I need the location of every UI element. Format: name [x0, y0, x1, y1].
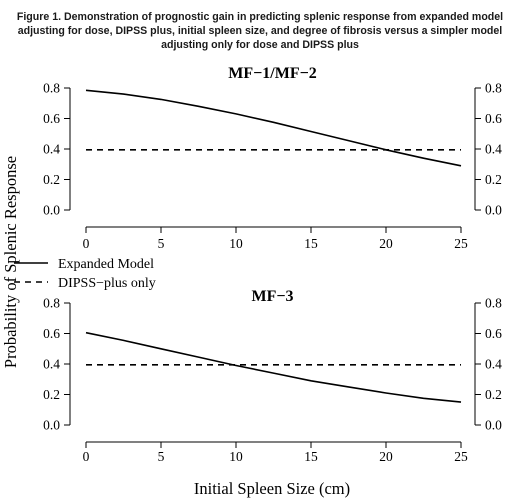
panel-mf1-mf2: MF−1/MF−2 0.0 0.0 0.2 0.2 0.4 0.4 0.6 0.6 0.8 0.8 0…	[43, 65, 502, 251]
right-y-tick-label-mf3: 0.8	[485, 296, 502, 311]
left-y-tick-label-mf3: 0.0	[43, 418, 60, 433]
x-tick-label-mf3: 15	[304, 449, 318, 464]
left-y-tick-label-mf1-mf2: 0.0	[43, 203, 60, 218]
x-tick-label-mf1-mf2: 10	[229, 236, 243, 251]
right-y-tick-label-mf3: 0.6	[485, 326, 502, 341]
left-y-tick-label-mf3: 0.6	[43, 326, 60, 341]
left-y-tick-label-mf3: 0.8	[43, 296, 60, 311]
x-tick-label-mf3: 10	[229, 449, 243, 464]
left-y-tick-label-mf1-mf2: 0.2	[43, 172, 60, 187]
left-y-tick-label-mf1-mf2: 0.8	[43, 81, 60, 96]
expanded-model-line-mf3	[85, 331, 462, 403]
left-y-tick-label-mf3: 0.4	[43, 357, 60, 372]
right-y-tick-label-mf3: 0.4	[485, 357, 502, 372]
x-tick-label-mf1-mf2: 20	[379, 236, 393, 251]
x-tick-label-mf3: 0	[83, 449, 90, 464]
right-y-tick-label-mf1-mf2: 0.6	[485, 111, 502, 126]
legend-label-solid: Expanded Model	[58, 257, 154, 272]
panel-title-mf1-mf2: MF−1/MF−2	[228, 65, 316, 82]
left-y-tick-label-mf1-mf2: 0.4	[43, 142, 60, 157]
right-y-tick-label-mf3: 0.2	[485, 387, 502, 402]
shared-x-axis-label: Initial Spleen Size (cm)	[194, 479, 350, 498]
x-tick-label-mf1-mf2: 5	[158, 236, 165, 251]
x-tick-label-mf1-mf2: 0	[83, 236, 90, 251]
x-tick-label-mf3: 25	[454, 449, 468, 464]
x-tick-label-mf1-mf2: 25	[454, 236, 468, 251]
panel-title-mf3: MF−3	[252, 288, 294, 305]
x-tick-label-mf1-mf2: 15	[304, 236, 318, 251]
figure-caption: Figure 1. Demonstration of prognostic ga…	[16, 11, 504, 51]
right-y-tick-label-mf1-mf2: 0.0	[485, 203, 502, 218]
left-y-tick-label-mf1-mf2: 0.6	[43, 111, 60, 126]
shared-y-axis-label: Probability of Splenic Response	[1, 156, 20, 368]
legend: Expanded Model DIPSS−plus only	[14, 257, 156, 291]
right-y-tick-label-mf1-mf2: 0.2	[485, 172, 502, 187]
expanded-model-line-mf1-mf2	[85, 89, 462, 167]
right-y-tick-label-mf3: 0.0	[485, 418, 502, 433]
x-tick-label-mf3: 20	[379, 449, 393, 464]
right-y-tick-label-mf1-mf2: 0.8	[485, 81, 502, 96]
x-tick-label-mf3: 5	[158, 449, 165, 464]
panel-mf3: MF−3 0.0 0.0 0.2 0.2 0.4 0.4 0.6 0.6 0.8 0.8 0 5 10 15…	[43, 288, 502, 464]
left-y-tick-label-mf3: 0.2	[43, 387, 60, 402]
legend-label-dashed: DIPSS−plus only	[58, 276, 156, 291]
right-y-tick-label-mf1-mf2: 0.4	[485, 142, 502, 157]
